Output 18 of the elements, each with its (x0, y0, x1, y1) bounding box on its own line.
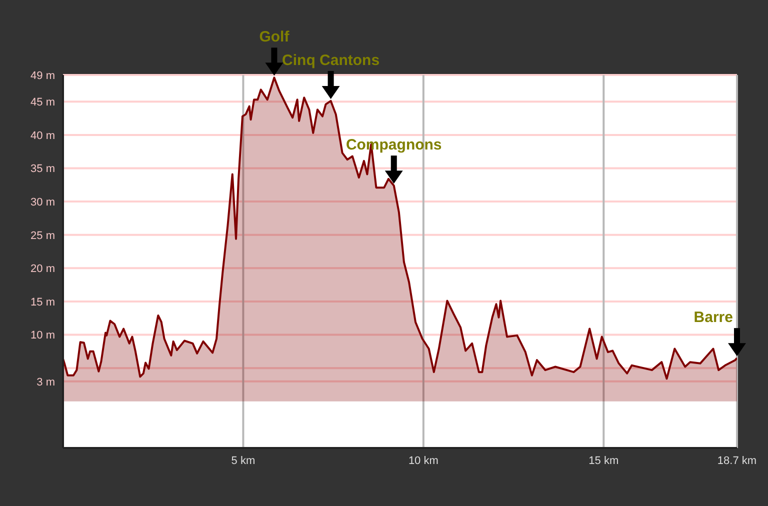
annotation: Golf (259, 28, 290, 46)
y-tick-label: 45 m (30, 96, 55, 109)
y-tick-label: 3 m (36, 376, 55, 388)
y-tick-label: 25 m (30, 230, 55, 242)
x-tick-label: 15 km (588, 454, 619, 467)
x-tick-label: 18.7 km (717, 454, 757, 467)
y-tick-label: 30 m (30, 196, 55, 208)
annotation: Compagnons (346, 136, 442, 154)
x-tick-label: 10 km (408, 454, 438, 467)
y-tick-label: 10 m (30, 330, 55, 342)
y-tick-label: 20 m (30, 263, 55, 276)
y-tick-label: 35 m (30, 163, 55, 176)
y-tick-label: 15 m (30, 296, 55, 308)
y-tick-label: 40 m (30, 130, 55, 142)
annotation: Cinq Cantons (282, 52, 380, 69)
annotation: Barre (694, 309, 733, 326)
x-tick-label: 5 km (231, 454, 256, 467)
y-tick-label: 49 m (30, 70, 55, 82)
